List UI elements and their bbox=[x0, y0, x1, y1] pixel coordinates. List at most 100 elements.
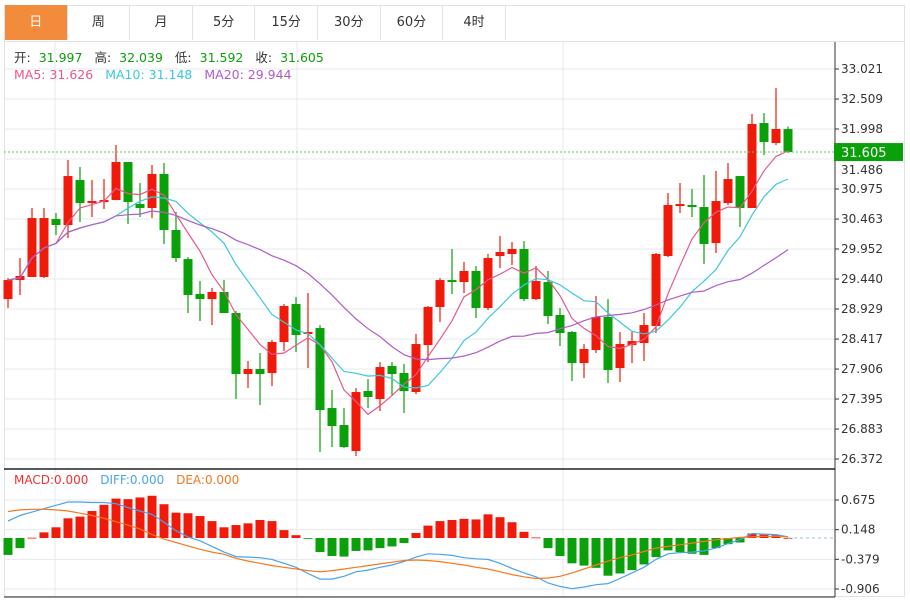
macd-bar bbox=[507, 522, 517, 538]
macd-bar bbox=[267, 521, 277, 538]
candle-body bbox=[315, 328, 325, 411]
macd-bar bbox=[567, 537, 577, 564]
macd-y-tick-label: 0.675 bbox=[841, 493, 875, 507]
candle bbox=[207, 288, 217, 326]
macd-bar bbox=[171, 512, 181, 538]
candle-body bbox=[735, 176, 745, 209]
candle-body bbox=[375, 367, 385, 399]
candle-body bbox=[87, 201, 97, 204]
macd-bar bbox=[159, 504, 169, 538]
candle bbox=[519, 241, 529, 302]
y-tick-label: 29.952 bbox=[841, 242, 883, 256]
candle bbox=[747, 114, 757, 209]
candle bbox=[423, 306, 433, 363]
ma5-line bbox=[7, 150, 789, 416]
candle-body bbox=[63, 176, 73, 226]
candle-body bbox=[651, 253, 661, 327]
candle-body bbox=[147, 173, 157, 209]
candle bbox=[351, 388, 361, 457]
macd-bar bbox=[315, 537, 325, 553]
candle bbox=[759, 113, 769, 156]
macd-bar bbox=[663, 537, 673, 551]
candle-body bbox=[675, 204, 685, 207]
candle-body bbox=[243, 369, 253, 375]
candle-body bbox=[747, 124, 757, 209]
tab-60min[interactable]: 60分 bbox=[381, 5, 444, 40]
candle-body bbox=[219, 292, 229, 314]
macd-bar bbox=[471, 519, 481, 538]
macd-value: MACD:0.000 bbox=[14, 473, 89, 487]
low-label: 低: bbox=[174, 50, 192, 65]
candle-body bbox=[435, 280, 445, 308]
tab-week[interactable]: 周 bbox=[68, 5, 131, 40]
tab-5min[interactable]: 5分 bbox=[193, 5, 256, 40]
candle bbox=[363, 379, 373, 409]
tab-15min[interactable]: 15分 bbox=[255, 5, 318, 40]
candle-body bbox=[543, 282, 553, 316]
candle bbox=[63, 160, 73, 239]
macd-bar bbox=[231, 525, 241, 538]
candle-body bbox=[123, 162, 133, 203]
macd-bar bbox=[591, 537, 601, 568]
macd-y-tick-label: -0.906 bbox=[841, 582, 880, 596]
candle-body bbox=[411, 344, 421, 393]
candle bbox=[603, 299, 613, 384]
macd-bar bbox=[51, 527, 61, 538]
candle-body bbox=[255, 369, 265, 375]
candle bbox=[339, 408, 349, 449]
y-tick-label: 28.929 bbox=[841, 302, 883, 316]
candle-body bbox=[507, 249, 517, 254]
close-label: 收: bbox=[255, 50, 273, 65]
candle-body bbox=[519, 249, 529, 300]
candle-body bbox=[183, 259, 193, 295]
macd-bar bbox=[39, 532, 49, 538]
macd-bar bbox=[579, 537, 589, 566]
macd-bar bbox=[711, 537, 721, 549]
candle-body bbox=[351, 392, 361, 452]
macd-bar bbox=[291, 535, 301, 538]
candle bbox=[783, 126, 793, 153]
y-tick-label: 29.440 bbox=[841, 272, 883, 286]
macd-bar bbox=[339, 537, 349, 557]
macd-bar bbox=[27, 537, 37, 539]
candle-body bbox=[111, 162, 121, 201]
candle bbox=[411, 334, 421, 395]
candle-body bbox=[591, 316, 601, 351]
tab-4hour[interactable]: 4时 bbox=[443, 5, 506, 40]
macd-bar bbox=[447, 519, 457, 538]
macd-bar bbox=[75, 516, 85, 538]
candle bbox=[291, 297, 301, 353]
candle bbox=[771, 88, 781, 146]
macd-bar bbox=[279, 530, 289, 538]
macd-bar bbox=[459, 518, 469, 538]
candle bbox=[327, 390, 337, 448]
y-tick-label: 33.021 bbox=[841, 62, 883, 76]
candle bbox=[159, 163, 169, 245]
candle bbox=[219, 280, 229, 314]
macd-bar bbox=[615, 537, 625, 574]
current-price-label: 31.605 bbox=[841, 146, 887, 161]
macd-bar bbox=[399, 537, 409, 544]
candle bbox=[279, 304, 289, 352]
macd-bar bbox=[195, 516, 205, 538]
macd-bar bbox=[87, 510, 97, 538]
macd-bar bbox=[435, 521, 445, 538]
candle bbox=[555, 308, 565, 347]
ohlc-readout: 开: 31.997 高: 32.039 低: 31.592 收: 31.605 bbox=[14, 50, 332, 65]
close-value: 31.605 bbox=[280, 50, 324, 65]
tab-30min[interactable]: 30分 bbox=[318, 5, 381, 40]
candle-body bbox=[723, 179, 733, 204]
macd-bar bbox=[687, 537, 697, 554]
macd-bar bbox=[531, 537, 541, 539]
y-tick-label: 32.509 bbox=[841, 92, 883, 106]
y-tick-label: 26.372 bbox=[841, 452, 883, 466]
candle bbox=[15, 258, 25, 295]
candle-body bbox=[399, 373, 409, 392]
candle-body bbox=[495, 252, 505, 257]
tab-day[interactable]: 日 bbox=[5, 5, 68, 40]
ma5-value: MA5: 31.626 bbox=[14, 67, 94, 82]
y-tick-label: 31.998 bbox=[841, 122, 883, 136]
tab-month[interactable]: 月 bbox=[130, 5, 193, 40]
candle bbox=[735, 176, 745, 228]
candle-body bbox=[231, 313, 241, 375]
